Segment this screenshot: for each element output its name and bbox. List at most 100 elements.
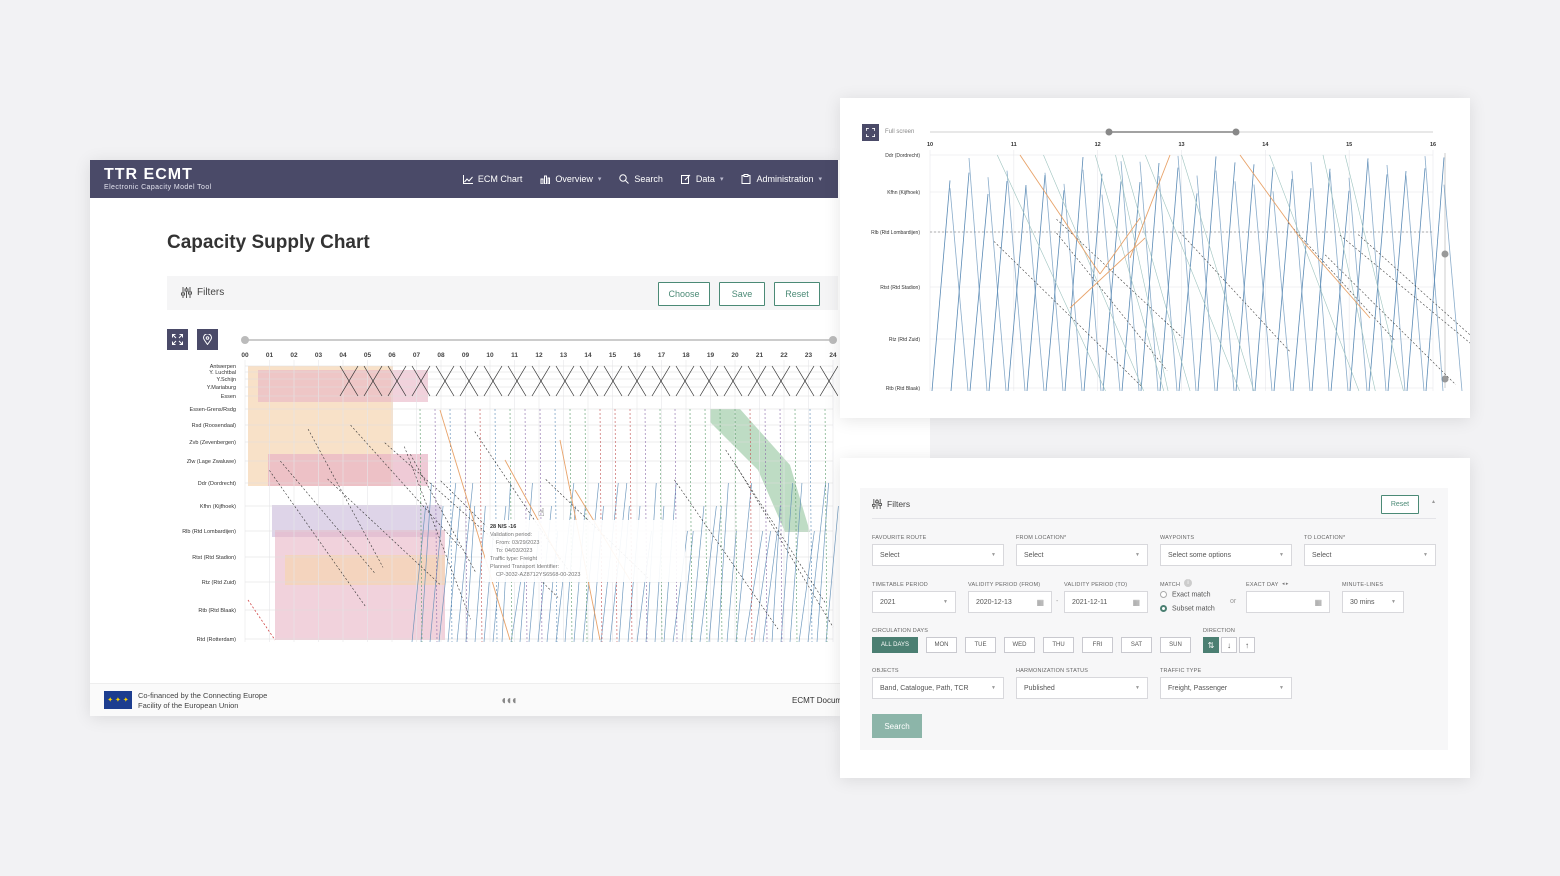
hour-tick-label: 15 — [1346, 142, 1352, 148]
filter-form: Filters Reset ▴ FAVOURITE ROUTE Select ▼ … — [860, 488, 1448, 750]
hour-tick-label: 15 — [609, 352, 617, 359]
timetable-period-select[interactable]: 2021 ▼ — [872, 591, 956, 613]
fullscreen-button[interactable] — [862, 124, 879, 141]
station-label: Rtz (Rtd Zuid) — [202, 580, 236, 586]
train-path — [1140, 162, 1160, 392]
train-path — [1064, 157, 1084, 392]
train-path — [1291, 170, 1311, 392]
cofinanced-line-2: Facility of the European Union — [138, 701, 239, 710]
save-button[interactable]: Save — [719, 282, 765, 306]
objects-select[interactable]: Band, Catalogue, Path, TCR ▼ — [872, 677, 1004, 699]
collapse-icon[interactable]: ▴ — [1432, 499, 1436, 505]
train-path — [1292, 188, 1312, 392]
day-fri[interactable]: FRI — [1082, 637, 1113, 653]
waypoints-select[interactable]: Select some options ▼ — [1160, 544, 1292, 566]
map-button[interactable] — [197, 329, 218, 350]
train-path — [825, 505, 839, 643]
day-sun[interactable]: SUN — [1160, 637, 1191, 653]
train-path — [719, 408, 723, 643]
train-path — [434, 408, 438, 643]
train-path — [1159, 167, 1179, 392]
line-chart-icon — [462, 174, 473, 184]
chevron-down-icon: ▼ — [991, 685, 996, 691]
train-path — [795, 365, 815, 397]
subset-match-radio[interactable]: Subset match — [1160, 605, 1215, 612]
calendar-icon[interactable]: ▦ — [1132, 597, 1140, 607]
train-path — [736, 465, 834, 628]
train-path — [1443, 184, 1463, 392]
train-path — [1056, 232, 1168, 371]
app-logo[interactable]: TTR ECMT Electronic Capacity Model Tool — [104, 166, 212, 192]
train-path — [809, 408, 813, 643]
day-mon[interactable]: MON — [926, 637, 957, 653]
range-handle-start — [241, 336, 249, 344]
nav-data[interactable]: Data ▾ — [680, 174, 723, 184]
exact-day-input[interactable]: ▦ — [1246, 591, 1330, 613]
direction-down-icon[interactable]: ↓ — [1221, 637, 1237, 653]
fullscreen-button[interactable] — [167, 329, 188, 350]
train-path — [1007, 184, 1027, 392]
tooltip-traffic: Traffic type: Freight — [490, 556, 538, 562]
range-handle-end — [1232, 128, 1240, 136]
validity-to-input[interactable]: 2021-12-11 ▦ — [1064, 591, 1148, 613]
train-path — [1139, 161, 1159, 392]
train-path — [411, 505, 426, 643]
train-path — [439, 409, 511, 641]
day-sat[interactable]: SAT — [1121, 637, 1152, 653]
nav-overview[interactable]: Overview ▾ — [540, 174, 601, 184]
top-nav-bar: TTR ECMT Electronic Capacity Model Tool … — [90, 160, 840, 198]
day-all-days[interactable]: ALL DAYS — [872, 637, 918, 653]
filters-toggle[interactable]: Filters — [181, 287, 224, 298]
train-path — [651, 365, 671, 397]
from-location-select[interactable]: Select ▼ — [1016, 544, 1148, 566]
zoomed-chart[interactable]: 10 11 12 13 14 15 16 Ddr (Dordrecht) Kfhn (Kijfh… — [840, 98, 1470, 418]
day-wed[interactable]: WED — [1004, 637, 1035, 653]
reset-button[interactable]: Reset — [1381, 495, 1419, 514]
capacity-band — [285, 555, 445, 585]
calendar-icon[interactable]: ▦ — [1314, 597, 1322, 607]
hour-tick-label: 06 — [388, 352, 396, 359]
tooltip-title: 28 N/S -16 — [490, 524, 517, 530]
reset-button[interactable]: Reset — [774, 282, 820, 306]
direction-both-icon[interactable]: ⇅ — [1203, 637, 1219, 653]
exact-match-radio[interactable]: Exact match — [1160, 591, 1211, 598]
or-label: or — [1230, 598, 1237, 605]
choose-button[interactable]: Choose — [658, 282, 710, 306]
train-path — [699, 505, 717, 643]
nav-search[interactable]: Search — [619, 174, 663, 184]
traffic-type-select[interactable]: Freight, Passenger ▼ — [1160, 677, 1292, 699]
validity-from-input[interactable]: 2020-12-13 ▦ — [968, 591, 1052, 613]
day-thu[interactable]: THU — [1043, 637, 1074, 653]
minute-lines-select[interactable]: 30 mins ▼ — [1342, 591, 1404, 613]
direction-up-icon[interactable]: ↑ — [1239, 637, 1255, 653]
nav-arrows-icon[interactable]: ◂ ▸ — [1282, 581, 1289, 587]
train-path — [672, 530, 688, 643]
train-path — [1424, 156, 1444, 392]
harmonization-select[interactable]: Published ▼ — [1016, 677, 1148, 699]
calendar-icon[interactable]: ▦ — [1036, 597, 1044, 607]
nav-administration[interactable]: Administration ▾ — [741, 174, 822, 184]
chevron-down-icon: ▾ — [818, 176, 822, 183]
day-tue[interactable]: TUE — [965, 637, 996, 653]
capacity-supply-chart[interactable]: 00 01 02 03 04 05 06 07 08 09 10 11 12 13 14 15 16 17 18 19… — [90, 160, 840, 683]
nav-ecm-chart[interactable]: ECM Chart — [462, 174, 522, 184]
chevron-down-icon: ▼ — [1391, 599, 1396, 605]
train-path — [675, 365, 695, 397]
zoomed-chart-window: Full screen 10 11 12 13 14 15 16 Ddr (Dordrecht… — [840, 98, 1470, 418]
info-icon[interactable]: i — [1184, 579, 1192, 587]
train-path — [950, 172, 970, 392]
train-path — [579, 365, 599, 397]
train-path — [1044, 172, 1064, 392]
hour-tick-label: 13 — [1178, 142, 1184, 148]
favourite-route-select[interactable]: Select ▼ — [872, 544, 1004, 566]
train-path — [1102, 181, 1122, 392]
station-label: Ddr (Dordrecht) — [885, 153, 920, 159]
search-button[interactable]: Search — [872, 714, 922, 738]
train-path — [1325, 254, 1457, 385]
train-path — [996, 154, 1106, 392]
filters-header[interactable]: Filters — [872, 499, 910, 509]
ecmt-documentation-link[interactable]: ECMT Docum — [792, 696, 840, 705]
objects-label: OBJECTS — [872, 668, 899, 674]
train-path — [1178, 193, 1198, 392]
to-location-select[interactable]: Select ▼ — [1304, 544, 1436, 566]
